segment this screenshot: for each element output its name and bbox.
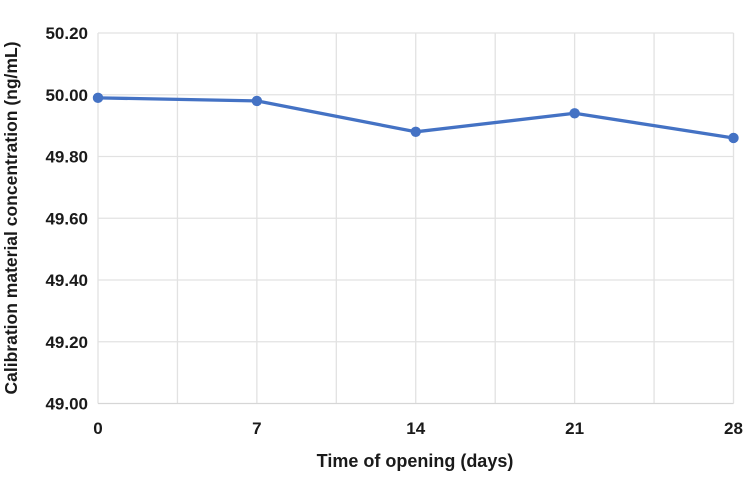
- y-tick-label: 49.00: [45, 395, 88, 414]
- data-point: [569, 108, 580, 119]
- x-tick-label: 0: [93, 419, 102, 438]
- y-tick-label: 49.80: [45, 148, 88, 167]
- data-point: [92, 92, 104, 104]
- y-axis-title: Calibration material concentration (ng/m…: [1, 42, 21, 395]
- gridlines: [97, 32, 735, 405]
- x-axis-title: Time of opening (days): [317, 451, 514, 471]
- y-tick-label: 50.00: [45, 86, 88, 105]
- x-tick-label: 7: [252, 419, 261, 438]
- y-tick-label: 49.60: [45, 209, 88, 228]
- x-axis-tick-labels: 0 7 14 21 28: [93, 419, 743, 438]
- x-tick-label: 28: [724, 419, 743, 438]
- data-point: [410, 126, 421, 137]
- y-tick-label: 50.20: [45, 24, 88, 43]
- data-point: [251, 95, 263, 107]
- x-tick-label: 14: [406, 419, 425, 438]
- y-axis-tick-labels: 49.00 49.20 49.40 49.60 49.80 50.00 50.20: [45, 24, 88, 414]
- data-series: [92, 92, 739, 144]
- x-tick-label: 21: [565, 419, 584, 438]
- y-tick-label: 49.40: [45, 271, 88, 290]
- data-point: [728, 132, 739, 144]
- y-tick-label: 49.20: [45, 333, 88, 352]
